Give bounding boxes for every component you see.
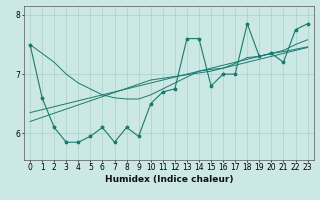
X-axis label: Humidex (Indice chaleur): Humidex (Indice chaleur) [105, 175, 233, 184]
